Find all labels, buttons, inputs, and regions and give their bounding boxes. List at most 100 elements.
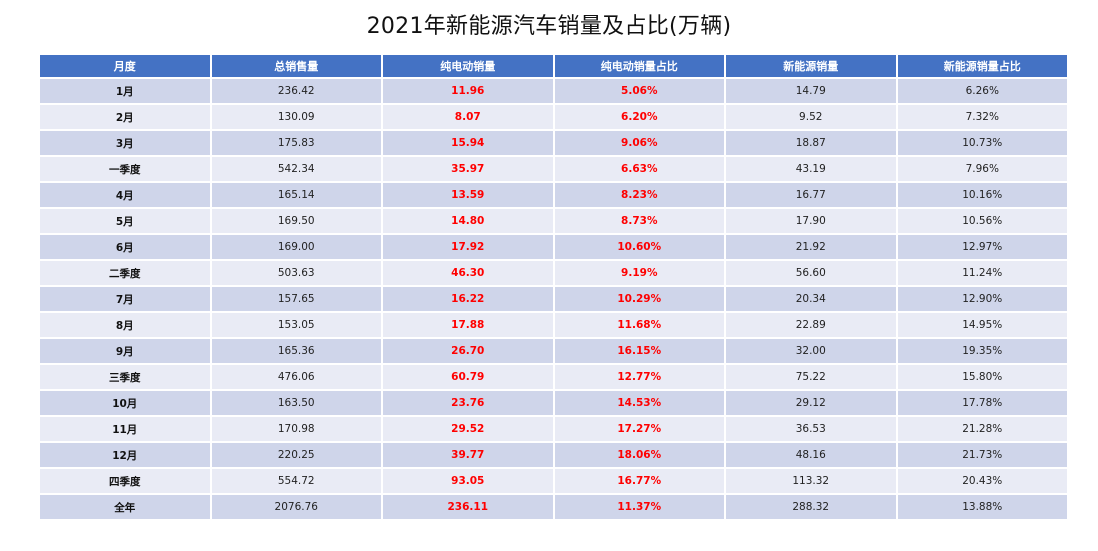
cell-total-sales: 503.63 [211, 261, 381, 285]
cell-month: 5月 [40, 209, 210, 233]
header-bev-share: 纯电动销量占比 [554, 55, 724, 77]
cell-month: 9月 [40, 339, 210, 363]
cell-nev-sales: 32.00 [726, 339, 896, 363]
cell-month: 10月 [40, 391, 210, 415]
cell-total-sales: 169.50 [211, 209, 381, 233]
cell-month: 2月 [40, 105, 210, 129]
cell-nev-share: 21.28% [897, 417, 1067, 441]
cell-month: 四季度 [40, 469, 210, 493]
cell-bev-share: 8.73% [554, 209, 724, 233]
cell-bev-sales: 29.52 [383, 417, 553, 441]
cell-nev-sales: 9.52 [726, 105, 896, 129]
cell-bev-sales: 13.59 [383, 183, 553, 207]
cell-nev-share: 7.96% [897, 157, 1067, 181]
cell-nev-sales: 16.77 [726, 183, 896, 207]
cell-total-sales: 130.09 [211, 105, 381, 129]
cell-nev-share: 12.97% [897, 235, 1067, 259]
cell-nev-sales: 22.89 [726, 313, 896, 337]
cell-total-sales: 165.36 [211, 339, 381, 363]
cell-bev-share: 17.27% [554, 417, 724, 441]
cell-month: 7月 [40, 287, 210, 311]
cell-bev-sales: 35.97 [383, 157, 553, 181]
table-row: 2月 130.09 8.07 6.20% 9.52 7.32% [40, 105, 1067, 129]
cell-bev-share: 6.63% [554, 157, 724, 181]
cell-nev-sales: 21.92 [726, 235, 896, 259]
cell-bev-sales: 17.88 [383, 313, 553, 337]
sales-table: 月度 总销售量 纯电动销量 纯电动销量占比 新能源销量 新能源销量占比 1月 23… [38, 53, 1069, 521]
cell-total-sales: 236.42 [211, 79, 381, 103]
cell-month: 一季度 [40, 157, 210, 181]
cell-total-sales: 220.25 [211, 443, 381, 467]
cell-bev-share: 16.15% [554, 339, 724, 363]
cell-bev-sales: 236.11 [383, 495, 553, 519]
cell-bev-sales: 15.94 [383, 131, 553, 155]
cell-nev-share: 13.88% [897, 495, 1067, 519]
cell-nev-share: 10.16% [897, 183, 1067, 207]
cell-nev-sales: 75.22 [726, 365, 896, 389]
cell-total-sales: 542.34 [211, 157, 381, 181]
cell-bev-sales: 26.70 [383, 339, 553, 363]
cell-bev-share: 9.06% [554, 131, 724, 155]
cell-bev-sales: 39.77 [383, 443, 553, 467]
table-row: 3月 175.83 15.94 9.06% 18.87 10.73% [40, 131, 1067, 155]
cell-bev-sales: 8.07 [383, 105, 553, 129]
cell-bev-sales: 17.92 [383, 235, 553, 259]
cell-month: 8月 [40, 313, 210, 337]
cell-nev-sales: 56.60 [726, 261, 896, 285]
header-bev-sales: 纯电动销量 [383, 55, 553, 77]
cell-bev-share: 16.77% [554, 469, 724, 493]
header-total-sales: 总销售量 [211, 55, 381, 77]
cell-bev-share: 5.06% [554, 79, 724, 103]
cell-nev-sales: 18.87 [726, 131, 896, 155]
header-nev-share: 新能源销量占比 [897, 55, 1067, 77]
cell-total-sales: 2076.76 [211, 495, 381, 519]
cell-total-sales: 153.05 [211, 313, 381, 337]
cell-month: 全年 [40, 495, 210, 519]
cell-nev-share: 12.90% [897, 287, 1067, 311]
cell-total-sales: 476.06 [211, 365, 381, 389]
cell-nev-share: 20.43% [897, 469, 1067, 493]
cell-bev-sales: 46.30 [383, 261, 553, 285]
cell-month: 11月 [40, 417, 210, 441]
cell-bev-share: 10.29% [554, 287, 724, 311]
header-month: 月度 [40, 55, 210, 77]
cell-nev-sales: 20.34 [726, 287, 896, 311]
cell-bev-share: 10.60% [554, 235, 724, 259]
cell-total-sales: 169.00 [211, 235, 381, 259]
table-row: 6月 169.00 17.92 10.60% 21.92 12.97% [40, 235, 1067, 259]
cell-nev-sales: 113.32 [726, 469, 896, 493]
table-row: 全年 2076.76 236.11 11.37% 288.32 13.88% [40, 495, 1067, 519]
cell-nev-sales: 29.12 [726, 391, 896, 415]
cell-nev-sales: 48.16 [726, 443, 896, 467]
cell-bev-share: 11.68% [554, 313, 724, 337]
cell-bev-share: 8.23% [554, 183, 724, 207]
cell-nev-share: 17.78% [897, 391, 1067, 415]
table-row: 7月 157.65 16.22 10.29% 20.34 12.90% [40, 287, 1067, 311]
cell-total-sales: 170.98 [211, 417, 381, 441]
table-row: 11月 170.98 29.52 17.27% 36.53 21.28% [40, 417, 1067, 441]
cell-bev-share: 9.19% [554, 261, 724, 285]
cell-total-sales: 175.83 [211, 131, 381, 155]
table-row: 二季度 503.63 46.30 9.19% 56.60 11.24% [40, 261, 1067, 285]
cell-month: 3月 [40, 131, 210, 155]
table-row: 1月 236.42 11.96 5.06% 14.79 6.26% [40, 79, 1067, 103]
cell-nev-share: 10.56% [897, 209, 1067, 233]
cell-total-sales: 165.14 [211, 183, 381, 207]
cell-nev-sales: 43.19 [726, 157, 896, 181]
table-row: 9月 165.36 26.70 16.15% 32.00 19.35% [40, 339, 1067, 363]
cell-nev-sales: 14.79 [726, 79, 896, 103]
cell-month: 6月 [40, 235, 210, 259]
table-row: 一季度 542.34 35.97 6.63% 43.19 7.96% [40, 157, 1067, 181]
cell-bev-sales: 14.80 [383, 209, 553, 233]
cell-month: 1月 [40, 79, 210, 103]
cell-nev-share: 10.73% [897, 131, 1067, 155]
cell-total-sales: 157.65 [211, 287, 381, 311]
table-body: 1月 236.42 11.96 5.06% 14.79 6.26% 2月 130.09 8.07… [40, 79, 1067, 519]
cell-month: 三季度 [40, 365, 210, 389]
cell-bev-share: 12.77% [554, 365, 724, 389]
table-row: 四季度 554.72 93.05 16.77% 113.32 20.43% [40, 469, 1067, 493]
table-row: 12月 220.25 39.77 18.06% 48.16 21.73% [40, 443, 1067, 467]
cell-nev-share: 11.24% [897, 261, 1067, 285]
cell-total-sales: 554.72 [211, 469, 381, 493]
cell-nev-sales: 36.53 [726, 417, 896, 441]
